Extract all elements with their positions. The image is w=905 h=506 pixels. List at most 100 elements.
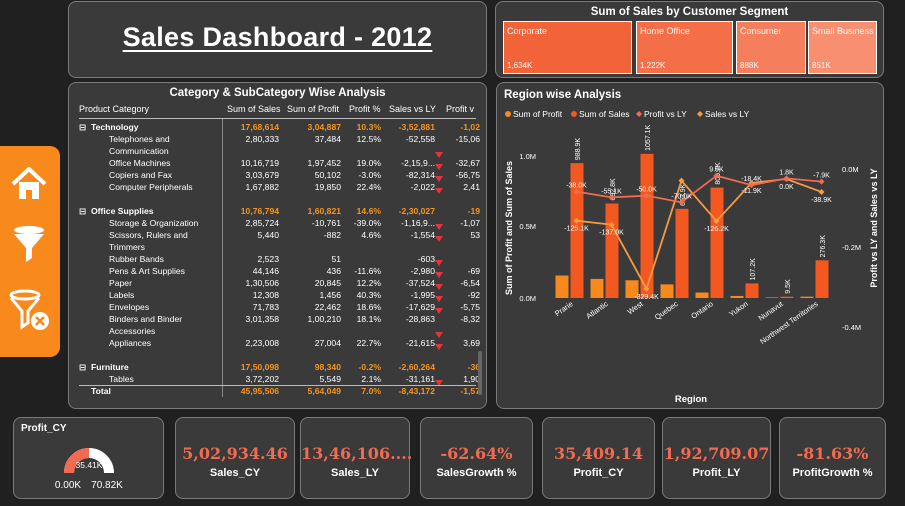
sales-vs-ly-data-label: 0.0K xyxy=(779,184,794,191)
home-icon[interactable] xyxy=(10,166,48,202)
cell-profit-pct: -3.0% xyxy=(358,170,381,180)
segment-name: Home Office xyxy=(640,26,690,36)
profit-vs-ly-line xyxy=(576,174,822,204)
row-label: Tables xyxy=(109,374,134,384)
profit-vs-ly-data-label: 9.9K xyxy=(709,167,724,174)
table-total-row[interactable]: Total 45,95,506 5,64,049 7.0% -8,43,172 -1,57 xyxy=(69,386,486,398)
down-arrow-icon xyxy=(435,260,443,266)
sales-vs-ly-data-label: -125.1K xyxy=(564,226,589,233)
col-header-sales-vs-ly[interactable]: Sales vs LY xyxy=(389,104,436,114)
collapse-toggle-icon[interactable]: ⊟ xyxy=(79,362,87,372)
table-row[interactable]: Scissors, Rulers and 5,440 -882 4.6% -1,554 5… xyxy=(69,230,486,242)
cell-profit-vs-ly: -1,57 xyxy=(460,386,480,396)
segment-tile-corporate[interactable]: Corporate 1,634K xyxy=(503,21,632,74)
row-label: Total xyxy=(91,386,111,396)
table-row[interactable]: Tables 3,72,202 5,549 2.1% -31,161 1,90 xyxy=(69,374,486,386)
segment-name: Corporate xyxy=(507,26,548,36)
kpi-value: -81.63% xyxy=(796,444,869,463)
sales-vs-ly-data-label: -11.9K xyxy=(741,188,761,195)
kpi-label: Profit_CY xyxy=(573,467,624,479)
table-row[interactable]: Pens & Art Supplies 44,146 436 -11.6% -2,980… xyxy=(69,266,486,278)
kpi-value: 35,409.14 xyxy=(553,444,644,463)
col-header-profit-vs-ly[interactable]: Profit v xyxy=(446,104,475,114)
col-header-profit[interactable]: Sum of Profit xyxy=(287,104,340,114)
down-arrow-icon xyxy=(435,380,443,386)
collapse-toggle-icon[interactable]: ⊟ xyxy=(79,206,87,216)
cell-profit: 1,97,452 xyxy=(307,158,341,168)
table-row[interactable]: Office Machines 10,16,719 1,97,452 19.0% -2,… xyxy=(69,158,486,170)
segment-tile-consumer[interactable]: Consumer 888K xyxy=(736,21,806,74)
header-divider xyxy=(79,118,476,119)
table-scrollbar[interactable] xyxy=(478,351,482,395)
x-tick-label: Yukon xyxy=(727,299,749,318)
total-divider xyxy=(79,385,476,386)
table-row[interactable]: Telephones and 2,80,333 37,484 12.5% -52,558… xyxy=(69,134,486,146)
filter-icon[interactable] xyxy=(10,224,48,264)
table-row[interactable]: Accessories xyxy=(69,326,486,338)
clear-filter-icon[interactable] xyxy=(8,289,52,333)
row-label: Furniture xyxy=(91,362,129,372)
kpi-card-profit-growth: -81.63% ProfitGrowth % xyxy=(779,417,886,499)
cell-profit-vs-ly: -92 xyxy=(467,290,480,300)
sales-vs-ly-data-label: -38.9K xyxy=(811,197,832,204)
cell-profit-pct: 12.2% xyxy=(356,278,381,288)
kpi-label: Sales_CY xyxy=(209,467,261,479)
col-header-sales[interactable]: Sum of Sales xyxy=(227,104,281,114)
sales-bar xyxy=(780,296,794,298)
kpi-value: 1,92,709.07 xyxy=(663,444,770,463)
x-tick-label: Quebec xyxy=(653,299,680,322)
cell-profit-pct: -11.6% xyxy=(354,266,381,276)
segment-value: 851K xyxy=(812,61,831,70)
col-header-category[interactable]: Product Category xyxy=(79,104,150,114)
cell-profit: 3,04,887 xyxy=(307,122,341,132)
cell-sales: 12,308 xyxy=(252,290,279,300)
sales-bar xyxy=(815,260,829,298)
y-right-tick: -0.2M xyxy=(842,243,861,252)
sales-bar xyxy=(675,208,689,298)
table-row[interactable]: Binders and Binder 3,01,358 1,00,210 18.1% -… xyxy=(69,314,486,326)
table-row[interactable]: Rubber Bands 2,523 51 -603 xyxy=(69,254,486,266)
sales-bar xyxy=(745,283,759,298)
legend-marker xyxy=(571,111,577,117)
sales-bar xyxy=(605,203,619,298)
row-label: Envelopes xyxy=(109,302,150,312)
cell-profit: -882 xyxy=(323,230,341,240)
segment-tile-small-business[interactable]: Small Business 851K xyxy=(808,21,877,74)
table-row xyxy=(69,194,486,206)
cell-sales-vs-ly: -2,60,264 xyxy=(398,362,435,372)
legend-label: Sum of Sales xyxy=(579,109,630,119)
sidebar xyxy=(0,146,60,357)
table-row[interactable]: Computer Peripherals 1,67,882 19,850 22.4% -… xyxy=(69,182,486,194)
table-row[interactable]: Envelopes 71,783 22,462 18.6% -17,629 -5,75 xyxy=(69,302,486,314)
kpi-card-sales-cy: 5,02,934.46 Sales_CY xyxy=(175,417,295,499)
table-row[interactable]: Paper 1,30,506 20,845 12.2% -37,524 -6,54 xyxy=(69,278,486,290)
sales-vs-ly-marker xyxy=(818,188,825,195)
cell-profit: 51 xyxy=(331,254,341,264)
table-category-row[interactable]: Furniture ⊟ 17,50,098 98,340 -0.2% -2,60,264 -… xyxy=(69,362,486,374)
collapse-toggle-icon[interactable]: ⊟ xyxy=(79,122,87,132)
down-arrow-icon xyxy=(435,164,443,170)
x-tick-label: Nunavut xyxy=(757,299,786,323)
segment-value: 888K xyxy=(740,61,759,70)
table-row xyxy=(69,350,486,362)
segment-tile-home-office[interactable]: Home Office 1,222K xyxy=(636,21,733,74)
cell-sales: 5,440 xyxy=(257,230,279,240)
sales-vs-ly-data-label: -126.2K xyxy=(704,226,729,233)
table-row[interactable]: Storage & Organization 2,85,724 -10,761 -39… xyxy=(69,218,486,230)
cell-profit: 98,340 xyxy=(314,362,341,372)
cell-sales: 17,68,614 xyxy=(240,122,279,132)
table-row[interactable]: Trimmers xyxy=(69,242,486,254)
down-arrow-icon xyxy=(435,152,443,158)
profit-bar xyxy=(625,280,639,298)
row-label: Office Supplies xyxy=(91,206,154,216)
table-row[interactable]: Appliances 2,23,008 27,004 22.7% -21,615 3,69 xyxy=(69,338,486,350)
kpi-value: 13,46,106.... xyxy=(301,444,413,463)
col-header-profit-pct[interactable]: Profit % xyxy=(349,104,381,114)
table-row[interactable]: Copiers and Fax 3,03,679 50,102 -3.0% -82,31… xyxy=(69,170,486,182)
cell-profit-pct: 18.6% xyxy=(356,302,381,312)
cell-sales: 2,85,724 xyxy=(245,218,279,228)
table-row[interactable]: Labels 12,308 1,456 40.3% -1,995 -92 xyxy=(69,290,486,302)
table-category-row[interactable]: Office Supplies ⊟ 10,76,794 1,60,821 14.6% -2… xyxy=(69,206,486,218)
table-row[interactable]: Communication xyxy=(69,146,486,158)
table-category-row[interactable]: Technology ⊟ 17,68,614 3,04,887 10.3% -3,52,8… xyxy=(69,122,486,134)
